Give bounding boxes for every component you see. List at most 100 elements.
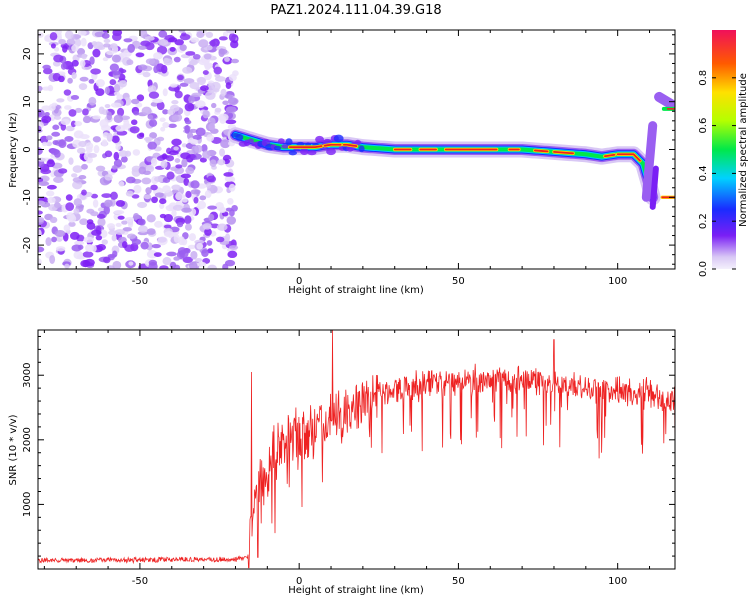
noise-speckle	[118, 150, 128, 157]
noise-speckle	[145, 187, 152, 195]
noise-speckle	[190, 189, 201, 195]
noise-speckle	[224, 94, 233, 99]
noise-speckle	[117, 215, 125, 220]
noise-speckle	[162, 88, 168, 97]
noise-speckle	[173, 256, 180, 261]
noise-speckle	[41, 115, 52, 124]
ridge-blob	[333, 134, 344, 143]
noise-speckle	[169, 104, 180, 112]
noise-speckle	[92, 136, 101, 143]
noise-speckle	[178, 236, 185, 246]
ridge-core-red	[553, 150, 574, 155]
noise-speckle	[181, 198, 188, 203]
noise-speckle	[162, 121, 170, 129]
noise-speckle	[162, 185, 171, 193]
noise-speckle	[171, 209, 177, 218]
ridge-blob	[296, 141, 305, 147]
noise-speckle	[38, 216, 45, 223]
noise-speckle	[146, 214, 156, 223]
noise-speckle	[171, 184, 181, 191]
noise-speckle	[142, 170, 152, 176]
noise-speckle	[171, 114, 180, 121]
snr-ytick-label: 1000	[22, 492, 33, 517]
noise-speckle	[77, 30, 87, 36]
snr-xlabel: Height of straight line (km)	[288, 585, 424, 596]
noise-speckle	[150, 157, 158, 167]
noise-speckle	[91, 229, 102, 236]
noise-speckle	[38, 200, 46, 206]
noise-speckle	[79, 218, 89, 226]
noise-speckle	[182, 256, 193, 264]
noise-speckle	[62, 45, 68, 53]
noise-speckle	[194, 144, 203, 153]
noise-speckle	[104, 199, 113, 208]
noise-speckle	[187, 244, 196, 250]
noise-speckle	[112, 33, 122, 41]
noise-speckle	[45, 190, 55, 197]
noise-speckle	[87, 152, 98, 158]
ridge-blob	[281, 144, 290, 149]
noise-speckle	[69, 231, 80, 240]
ridge-blob	[326, 147, 336, 156]
noise-speckle	[110, 102, 122, 108]
noise-speckle	[137, 218, 146, 226]
noise-speckle	[110, 43, 118, 49]
noise-speckle	[49, 216, 58, 224]
noise-speckle	[114, 91, 120, 96]
noise-speckle	[137, 225, 148, 233]
noise-speckle	[123, 119, 130, 128]
noise-speckle	[205, 91, 216, 100]
ridge-core-red	[288, 145, 323, 149]
noise-speckle	[101, 32, 110, 39]
noise-speckle	[192, 54, 201, 60]
noise-speckle	[225, 82, 232, 90]
noise-speckle	[219, 115, 227, 124]
colorbar: 0.0 0.2 0.4 0.6 0.8 Normalized spectral ampl…	[698, 30, 749, 277]
noise-speckle	[206, 240, 213, 246]
noise-speckle	[151, 243, 161, 249]
noise-speckle	[196, 31, 205, 39]
noise-speckle	[193, 196, 199, 204]
noise-speckle	[195, 127, 206, 137]
noise-speckle	[163, 57, 170, 64]
noise-speckle	[153, 252, 162, 257]
noise-speckle	[85, 142, 94, 150]
noise-speckle	[147, 85, 157, 94]
ridge-blob	[247, 138, 254, 144]
noise-speckle	[172, 204, 184, 211]
noise-speckle	[195, 258, 203, 263]
noise-speckle	[214, 76, 226, 82]
noise-speckle	[115, 125, 126, 132]
noise-speckle	[77, 47, 86, 56]
noise-speckle	[126, 59, 134, 66]
noise-speckle	[128, 261, 134, 266]
noise-speckle	[148, 91, 160, 99]
noise-speckle	[139, 30, 148, 39]
noise-speckle	[139, 132, 145, 138]
noise-speckle	[215, 236, 225, 243]
noise-speckle	[122, 227, 132, 232]
snr-frame	[37, 329, 676, 570]
noise-speckle	[179, 33, 191, 41]
noise-speckle	[53, 202, 61, 209]
noise-speckle	[148, 119, 158, 127]
snr-xtick-label: 50	[452, 576, 465, 587]
noise-speckle	[156, 136, 165, 142]
noise-speckle	[150, 101, 159, 107]
noise-speckle	[85, 243, 94, 253]
noise-speckle	[185, 190, 192, 199]
noise-speckle	[224, 233, 231, 242]
noise-speckle	[111, 135, 120, 143]
noise-speckle	[188, 128, 198, 134]
spectrogram-xtick-label: 100	[608, 276, 627, 287]
noise-speckle	[74, 121, 83, 127]
noise-speckle	[219, 148, 226, 157]
ridge-core-red	[323, 143, 342, 147]
noise-speckle	[51, 102, 58, 107]
noise-speckle	[58, 75, 65, 83]
noise-speckle	[113, 210, 125, 215]
noise-speckle	[71, 59, 79, 67]
noise-speckle	[131, 194, 140, 199]
snr-panel: -50 0 50 100 1000 2000 3000 Height of straight…	[8, 329, 676, 596]
noise-speckle	[166, 171, 175, 180]
